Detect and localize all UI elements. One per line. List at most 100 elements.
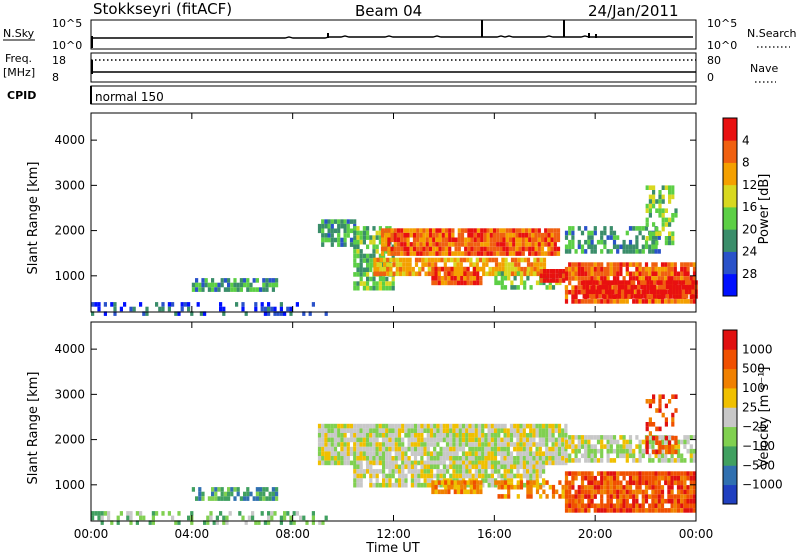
data-cell — [557, 460, 562, 466]
data-cell — [414, 473, 418, 479]
data-cell — [419, 246, 423, 252]
data-cell — [158, 306, 162, 312]
data-cell — [440, 280, 445, 286]
data-cell — [671, 394, 675, 399]
data-cell — [476, 228, 481, 233]
data-cell — [449, 451, 453, 456]
data-cell — [219, 306, 223, 312]
data-cell — [405, 271, 409, 277]
data-cell — [536, 266, 540, 272]
data-cell — [606, 435, 610, 440]
data-cell — [349, 228, 354, 234]
data-cell — [616, 485, 620, 490]
data-cell — [455, 423, 459, 429]
data-cell — [241, 515, 245, 521]
data-cell — [333, 428, 338, 433]
data-cell — [464, 251, 468, 256]
data-cell — [458, 428, 462, 433]
data-cell — [509, 437, 514, 443]
data-cell — [539, 257, 543, 263]
data-cell — [535, 460, 539, 466]
data-cell — [668, 236, 672, 241]
data-cell — [432, 232, 436, 238]
data-cell — [680, 503, 684, 509]
data-cell — [273, 511, 277, 516]
data-cell — [568, 439, 572, 445]
data-cell — [596, 458, 601, 463]
data-cell — [616, 448, 620, 454]
data-cell — [686, 262, 690, 267]
data-cell — [622, 503, 626, 509]
data-cell — [600, 271, 604, 277]
data-cell — [254, 520, 258, 525]
data-cell — [458, 473, 462, 479]
data-cell — [420, 446, 424, 452]
data-cell — [627, 280, 631, 285]
data-cell — [388, 451, 392, 456]
data-cell — [541, 442, 546, 447]
data-cell — [548, 437, 552, 443]
data-cell — [187, 302, 191, 307]
data-cell — [356, 272, 360, 277]
data-cell — [476, 232, 481, 238]
data-cell — [689, 489, 693, 495]
data-cell — [541, 437, 546, 443]
data-cell — [590, 239, 594, 245]
data-cell — [448, 242, 452, 247]
data-cell — [404, 464, 408, 470]
data-cell — [490, 428, 494, 433]
data-cell — [243, 491, 247, 497]
data-cell — [324, 423, 328, 429]
data-cell — [564, 453, 569, 459]
data-cell — [612, 471, 617, 476]
data-cell — [606, 485, 610, 490]
data-cell — [638, 503, 642, 509]
data-cell — [107, 511, 111, 516]
data-cell — [689, 480, 693, 486]
data-cell — [468, 460, 472, 466]
data-cell — [385, 276, 389, 282]
data-cell — [625, 508, 629, 513]
data-cell — [545, 451, 549, 456]
data-cell — [600, 480, 604, 486]
data-cell — [654, 475, 658, 481]
data-cell — [227, 491, 231, 497]
data-cell — [506, 456, 510, 461]
data-cell — [497, 469, 501, 474]
data-cell — [385, 464, 389, 470]
data-cell — [689, 503, 693, 509]
data-cell — [442, 446, 446, 452]
data-cell — [571, 439, 575, 445]
data-cell — [628, 276, 633, 281]
data-cell — [438, 251, 442, 256]
data-cell — [404, 473, 408, 479]
data-cell — [680, 489, 684, 495]
data-cell — [667, 458, 671, 463]
data-cell — [425, 228, 429, 233]
data-cell — [431, 484, 435, 490]
data-cell — [577, 271, 581, 277]
data-cell — [474, 451, 478, 456]
data-cell — [359, 235, 363, 240]
data-cell — [461, 437, 466, 443]
data-cell — [590, 271, 594, 277]
data-cell — [388, 433, 392, 438]
data-cell — [648, 266, 652, 272]
data-cell — [652, 449, 656, 455]
data-cell — [526, 257, 531, 263]
colorbar-swatch — [723, 118, 737, 141]
data-cell — [516, 437, 520, 443]
data-cell — [481, 446, 485, 452]
data-cell — [359, 473, 363, 479]
data-cell — [515, 242, 519, 247]
data-cell — [503, 271, 508, 276]
data-cell — [420, 473, 424, 479]
data-cell — [641, 453, 645, 459]
data-cell — [671, 213, 675, 218]
data-cell — [609, 444, 613, 449]
data-cell — [445, 423, 450, 429]
data-cell — [638, 266, 642, 272]
data-cell — [490, 482, 494, 488]
colorbar-tick-label: 8 — [742, 156, 750, 170]
data-cell — [551, 428, 555, 433]
